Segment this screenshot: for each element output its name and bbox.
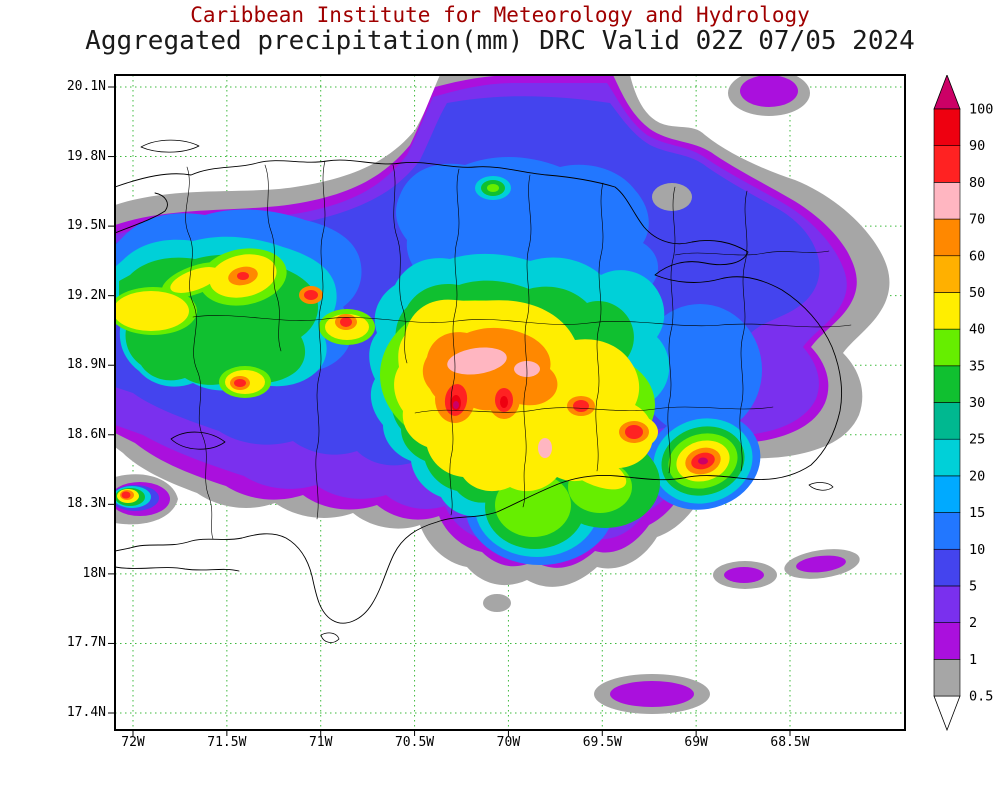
gonave-island bbox=[170, 431, 226, 450]
colorbar-segment-20-25 bbox=[933, 438, 961, 477]
colorbar-segment-5-10 bbox=[933, 548, 961, 587]
colorbar-segment-70-80 bbox=[933, 182, 961, 220]
lat-tick-label: 18.6N bbox=[66, 426, 106, 442]
tortuga-island bbox=[140, 139, 200, 153]
lat-tick-label: 17.7N bbox=[66, 635, 106, 651]
precip-core-red bbox=[340, 317, 352, 327]
colorbar-value-label: 20 bbox=[969, 468, 985, 484]
colorbar-segment-30-35 bbox=[933, 365, 961, 403]
precip-core-pink bbox=[538, 438, 552, 458]
colorbar-value-label: 5 bbox=[969, 578, 977, 594]
lon-axis-labels: 72W 71.5W 71W 70.5W 70W 69.5W 69W 68.5W bbox=[115, 735, 905, 755]
saona-island bbox=[808, 482, 834, 491]
colorbar-value-label: 0.5 bbox=[969, 689, 993, 705]
precip-core-red bbox=[500, 396, 508, 408]
lat-tick-label: 20.1N bbox=[66, 79, 106, 94]
axis-tick-marks bbox=[108, 86, 791, 736]
colorbar-value-label: 1 bbox=[969, 652, 977, 668]
lon-tick-label: 70.5W bbox=[394, 735, 435, 750]
precip-patch-purple bbox=[796, 555, 846, 573]
lat-tick-label: 19.2N bbox=[66, 287, 106, 303]
colorbar-segment-60-70 bbox=[933, 218, 961, 257]
precip-patch-purple bbox=[724, 567, 764, 583]
lon-tick-label: 68.5W bbox=[770, 735, 810, 750]
precip-core-pink bbox=[447, 347, 507, 375]
colorbar-arrow-top bbox=[933, 73, 961, 110]
lat-tick-label: 18.3N bbox=[66, 496, 106, 512]
colorbar-segment-25-30 bbox=[933, 402, 961, 440]
precip-core-red bbox=[304, 290, 318, 300]
colorbar-value-label: 80 bbox=[969, 175, 985, 191]
colorbar-segment-40-50 bbox=[933, 292, 961, 330]
haiti-nw-coast bbox=[115, 192, 168, 234]
precip-core-crimson bbox=[453, 401, 459, 409]
precip-patch-gray bbox=[652, 183, 692, 211]
colorbar-arrow-bottom bbox=[933, 695, 961, 732]
lon-tick-label: 69W bbox=[684, 735, 708, 750]
precip-patch-bright-green bbox=[495, 473, 571, 537]
precip-core-yellow bbox=[115, 291, 189, 331]
haiti-south-coast bbox=[115, 566, 240, 572]
lat-tick-label: 19.8N bbox=[66, 148, 106, 164]
colorbar-segment-35-40 bbox=[933, 328, 961, 367]
org-title: Caribbean Institute for Meteorology and … bbox=[190, 3, 810, 27]
colorbar-value-label: 40 bbox=[969, 322, 985, 338]
colorbar-value-label: 15 bbox=[969, 505, 985, 521]
colorbar-value-label: 10 bbox=[969, 542, 985, 558]
colorbar-value-label: 30 bbox=[969, 395, 985, 411]
product-title: Aggregated precipitation(mm) DRC Valid 0… bbox=[85, 26, 915, 56]
precip-core-yellow bbox=[559, 448, 627, 490]
lon-tick-label: 70W bbox=[496, 735, 521, 750]
lon-tick-label: 71W bbox=[308, 735, 333, 750]
colorbar-segment-90-100 bbox=[933, 108, 961, 146]
plot-border bbox=[114, 74, 906, 731]
lat-tick-label: 19.5N bbox=[66, 218, 106, 234]
precip-patch-purple bbox=[740, 75, 798, 107]
colorbar-value-label: 60 bbox=[969, 248, 985, 264]
colorbar-value-label: 50 bbox=[969, 285, 985, 301]
beata-island bbox=[320, 632, 340, 643]
colorbar-segment-15-20 bbox=[933, 475, 961, 513]
internal-borders bbox=[185, 160, 852, 540]
precip-core-crimson bbox=[698, 457, 708, 465]
lon-tick-label: 69.5W bbox=[582, 735, 622, 750]
colorbar-value-label: 70 bbox=[969, 212, 985, 228]
precipitation-shading bbox=[115, 75, 890, 714]
precip-core-red bbox=[234, 379, 246, 387]
coastlines-and-borders bbox=[115, 139, 852, 643]
colorbar-value-label: 90 bbox=[969, 138, 985, 154]
colorbar-value-label: 2 bbox=[969, 615, 977, 631]
precip-patch-gray bbox=[483, 594, 511, 612]
precip-patch-purple bbox=[610, 681, 694, 707]
colorbar-segment-2-5 bbox=[933, 585, 961, 623]
colorbar-legend: 100 90 80 70 60 50 40 35 30 25 20 15 10 5 2 1 0.5 bbox=[931, 73, 1000, 735]
precip-core-red bbox=[573, 400, 589, 412]
colorbar-segment-10-15 bbox=[933, 512, 961, 550]
colorbar: 100 90 80 70 60 50 40 35 30 25 20 15 10 5 2 1 0.5 bbox=[933, 73, 993, 732]
precip-patch-bright-green bbox=[487, 184, 499, 192]
colorbar-value-label: 25 bbox=[969, 432, 985, 448]
lat-tick-label: 18N bbox=[82, 565, 106, 581]
precip-core-red bbox=[625, 425, 643, 439]
lat-tick-label: 17.4N bbox=[66, 705, 106, 720]
precip-core-yellow bbox=[170, 267, 220, 293]
colorbar-value-label: 35 bbox=[969, 358, 985, 374]
colorbar-segment-0.5-1 bbox=[933, 659, 961, 697]
colorbar-segment-80-90 bbox=[933, 145, 961, 183]
lat-axis-labels: 20.1N 19.8N 19.5N 19.2N 18.9N 18.6N 18.3N 18N 17… bbox=[40, 75, 110, 730]
precipitation-map bbox=[108, 74, 906, 736]
map-plot-area bbox=[108, 74, 906, 736]
precip-core-red bbox=[237, 272, 249, 280]
colorbar-segment-50-60 bbox=[933, 255, 961, 293]
colorbar-segment-1-2 bbox=[933, 622, 961, 660]
colorbar-value-label: 100 bbox=[969, 102, 993, 118]
lon-tick-label: 71.5W bbox=[207, 735, 247, 750]
lat-tick-label: 18.9N bbox=[66, 357, 106, 373]
hispaniola-coastline bbox=[115, 159, 842, 624]
precip-core-red bbox=[121, 491, 131, 499]
lon-tick-label: 72W bbox=[121, 735, 145, 750]
